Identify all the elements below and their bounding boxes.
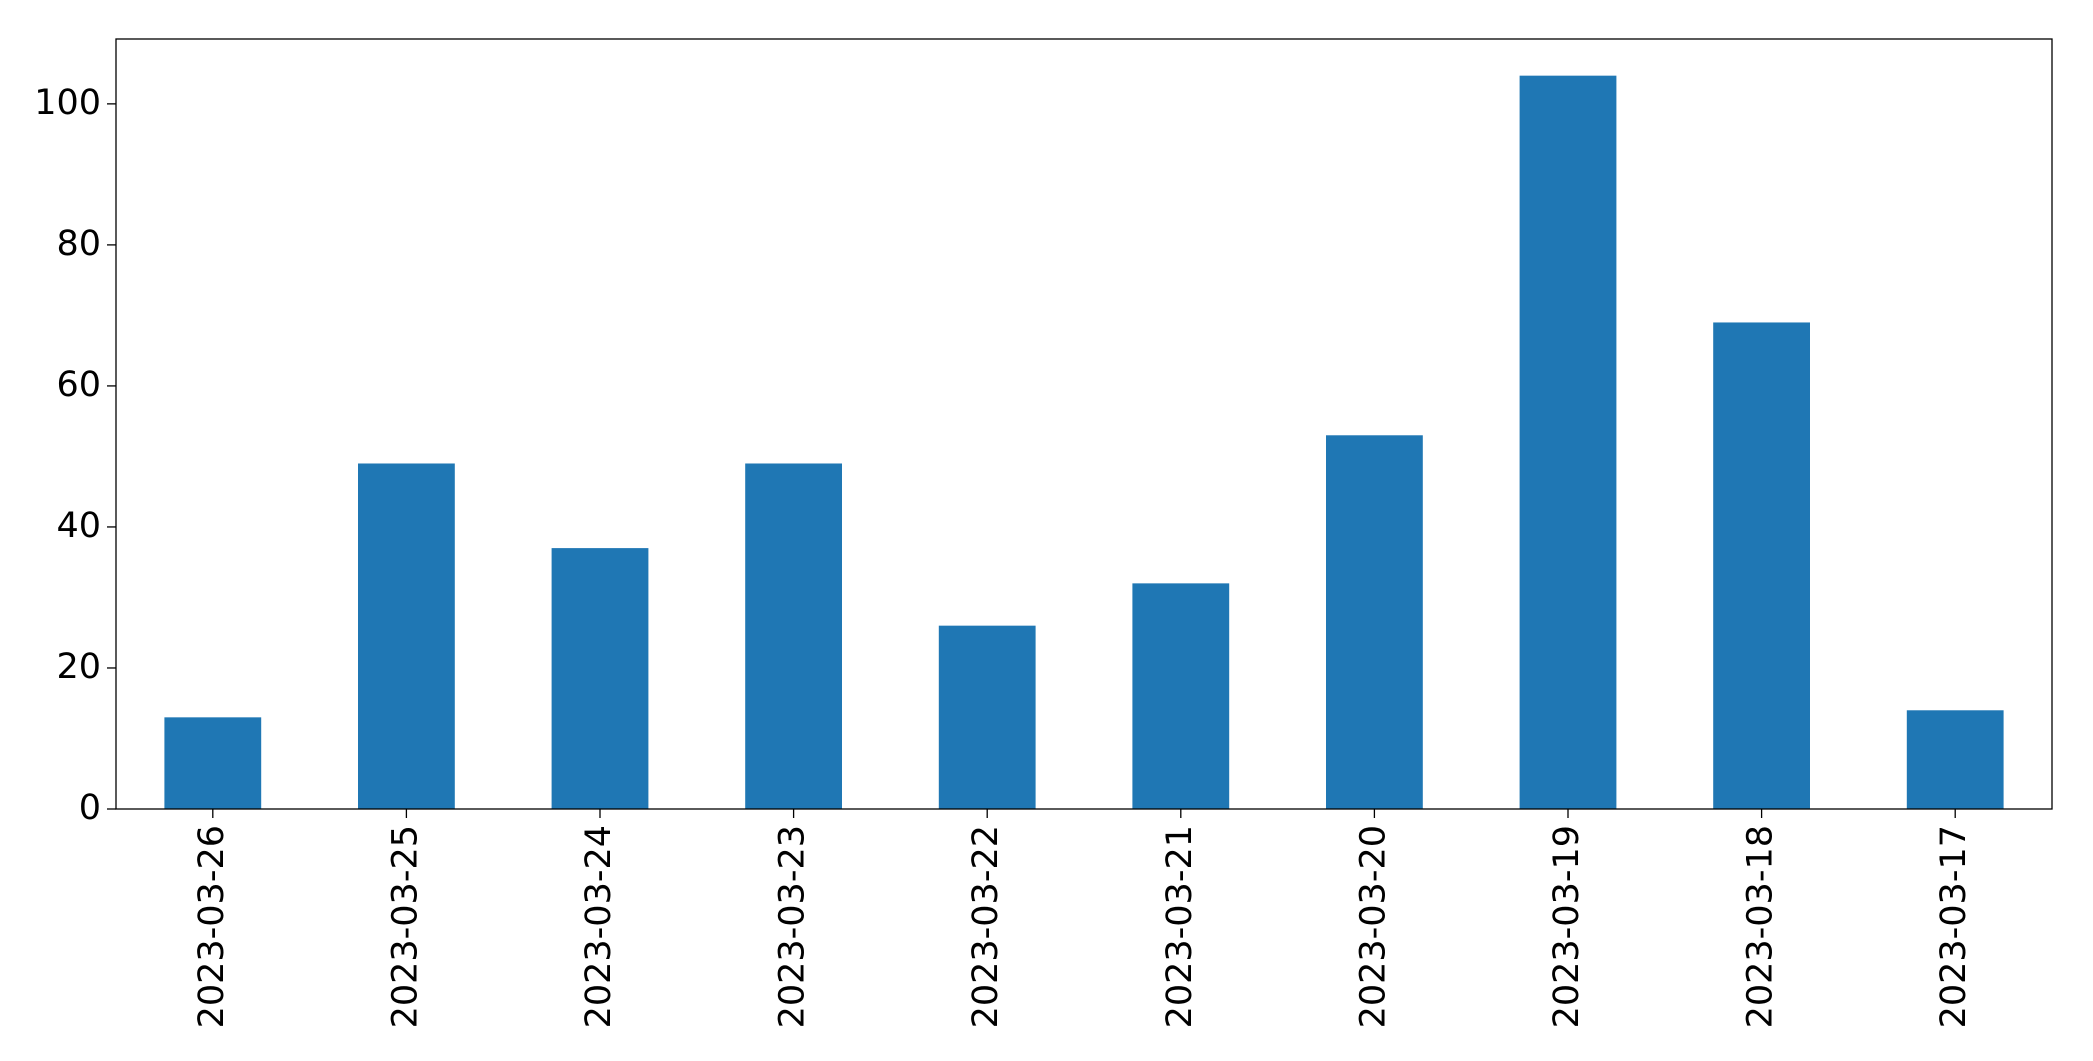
bar [1326,435,1423,809]
plot-frame [115,38,2053,810]
y-tick-label: 80 [56,224,101,264]
y-tick-label: 100 [34,83,101,123]
bar [551,548,649,809]
bar [1132,583,1230,809]
x-tick-label: 2023-03-17 [1934,825,1974,1028]
bar [1713,322,1810,809]
x-tick-label: 2023-03-19 [1547,825,1587,1028]
x-tick-label: 2023-03-26 [192,825,232,1028]
x-tick-label: 2023-03-20 [1353,825,1393,1028]
bar [1906,710,2004,809]
y-tick-label: 0 [79,788,101,828]
x-tick-label: 2023-03-23 [773,825,813,1028]
bar [745,463,842,809]
x-tick-label: 2023-03-22 [966,825,1006,1028]
x-tick-label: 2023-03-25 [385,825,425,1028]
bar [164,717,262,809]
bar [938,625,1036,809]
y-tick-label: 40 [56,506,101,546]
y-tick-label: 20 [56,647,101,687]
bar [358,463,455,809]
bar [1519,75,1617,809]
y-tick-label: 60 [56,365,101,405]
x-tick-label: 2023-03-21 [1160,825,1200,1028]
x-tick-label: 2023-03-18 [1741,825,1781,1028]
x-tick-label: 2023-03-24 [579,825,619,1028]
